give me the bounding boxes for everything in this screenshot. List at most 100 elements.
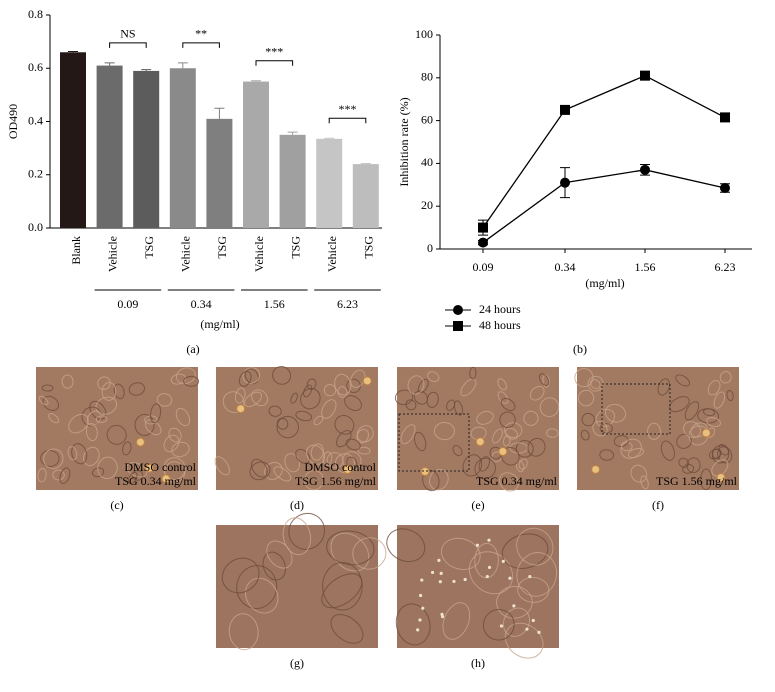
significance-label: *** bbox=[265, 45, 283, 59]
x-tick-label: Blank bbox=[69, 236, 83, 265]
cell bbox=[474, 457, 496, 480]
x-tick-label: 0.09 bbox=[473, 260, 494, 274]
cell bbox=[501, 533, 549, 569]
cell bbox=[300, 388, 321, 410]
cell bbox=[128, 382, 146, 396]
micrograph-caption: TSG 0.34 mg/ml bbox=[115, 474, 197, 488]
cell bbox=[101, 381, 117, 401]
cell bbox=[127, 471, 138, 485]
significance-bracket bbox=[182, 42, 220, 48]
cell bbox=[68, 413, 89, 434]
cell bbox=[67, 446, 78, 461]
x-tick-label: 1.56 bbox=[635, 260, 656, 274]
cell bbox=[290, 392, 298, 404]
rounded-cell bbox=[498, 446, 508, 456]
cell bbox=[106, 424, 127, 445]
cell bbox=[717, 446, 733, 464]
cell bbox=[335, 430, 352, 448]
cell bbox=[150, 403, 162, 424]
x-tick-label: TSG bbox=[215, 236, 229, 259]
cell bbox=[713, 391, 726, 409]
cell bbox=[322, 451, 333, 466]
cell bbox=[356, 428, 370, 444]
cell bbox=[352, 537, 387, 570]
y-tick-label: 0.8 bbox=[28, 7, 43, 21]
x-axis-label: (mg/ml) bbox=[585, 276, 624, 290]
rounded-cell bbox=[161, 474, 171, 484]
error-bar bbox=[324, 137, 335, 139]
cell bbox=[37, 467, 47, 483]
cell bbox=[538, 373, 550, 386]
cell bbox=[395, 603, 431, 646]
panel-label: (f) bbox=[652, 498, 664, 512]
cell bbox=[518, 458, 528, 470]
marker bbox=[560, 104, 570, 115]
micrograph-caption: TSG 1.56 mg/ml bbox=[295, 474, 377, 488]
cell bbox=[41, 384, 54, 392]
cell bbox=[678, 457, 690, 468]
vacuole bbox=[487, 565, 492, 570]
rounded-cell bbox=[475, 437, 485, 447]
cell bbox=[504, 622, 544, 659]
marker bbox=[720, 112, 730, 123]
vacuole bbox=[501, 559, 505, 563]
x-tick-label: 0.34 bbox=[555, 260, 576, 274]
cell bbox=[574, 368, 594, 388]
cell bbox=[405, 399, 417, 411]
rounded-cell bbox=[716, 472, 726, 482]
cell bbox=[414, 431, 427, 452]
cell bbox=[238, 370, 252, 387]
cell bbox=[326, 452, 344, 469]
cell bbox=[304, 470, 324, 491]
vacuole bbox=[437, 558, 441, 562]
cell bbox=[497, 378, 507, 391]
significance-bracket bbox=[255, 60, 294, 66]
cell bbox=[345, 438, 361, 451]
vacuole bbox=[499, 624, 504, 628]
y-tick-label: 20 bbox=[421, 198, 433, 212]
rounded-cell bbox=[135, 437, 145, 447]
y-tick-label: 0.2 bbox=[28, 167, 43, 181]
cell bbox=[684, 401, 700, 421]
cell bbox=[640, 475, 649, 490]
cell bbox=[499, 411, 516, 429]
marker bbox=[560, 177, 570, 188]
cell bbox=[460, 378, 477, 397]
cell bbox=[592, 420, 608, 437]
cell bbox=[183, 375, 200, 387]
rounded-cell bbox=[236, 404, 246, 414]
significance-bracket bbox=[109, 42, 147, 48]
cell bbox=[589, 379, 601, 390]
cell bbox=[675, 374, 691, 387]
group-label: 1.56 bbox=[264, 297, 285, 311]
error-bar bbox=[214, 107, 225, 119]
marker bbox=[640, 70, 650, 81]
significance-label: NS bbox=[120, 27, 135, 41]
marker bbox=[453, 321, 463, 331]
cell bbox=[221, 557, 260, 594]
cell bbox=[85, 422, 98, 442]
cell bbox=[346, 456, 358, 470]
legend-label: 48 hours bbox=[479, 318, 521, 332]
error-bar bbox=[104, 62, 115, 66]
cell bbox=[428, 468, 449, 491]
cell bbox=[604, 403, 627, 423]
rounded-cell bbox=[420, 467, 430, 477]
cell bbox=[97, 456, 118, 480]
vacuole bbox=[418, 593, 423, 598]
cell bbox=[498, 472, 519, 492]
vacuole bbox=[430, 570, 435, 575]
panel-label: (g) bbox=[290, 656, 304, 670]
cell bbox=[48, 413, 60, 424]
cell bbox=[502, 435, 511, 447]
micrograph-caption: TSG 1.56 mg/ml bbox=[656, 474, 738, 488]
cell bbox=[539, 397, 560, 418]
cell bbox=[134, 413, 155, 436]
cell bbox=[326, 530, 375, 566]
y-axis-label: OD490 bbox=[6, 104, 20, 139]
cell bbox=[620, 438, 642, 459]
x-axis-label: (mg/ml) bbox=[200, 317, 239, 331]
cell bbox=[91, 467, 105, 478]
cell bbox=[334, 415, 355, 435]
micrograph bbox=[216, 512, 387, 651]
